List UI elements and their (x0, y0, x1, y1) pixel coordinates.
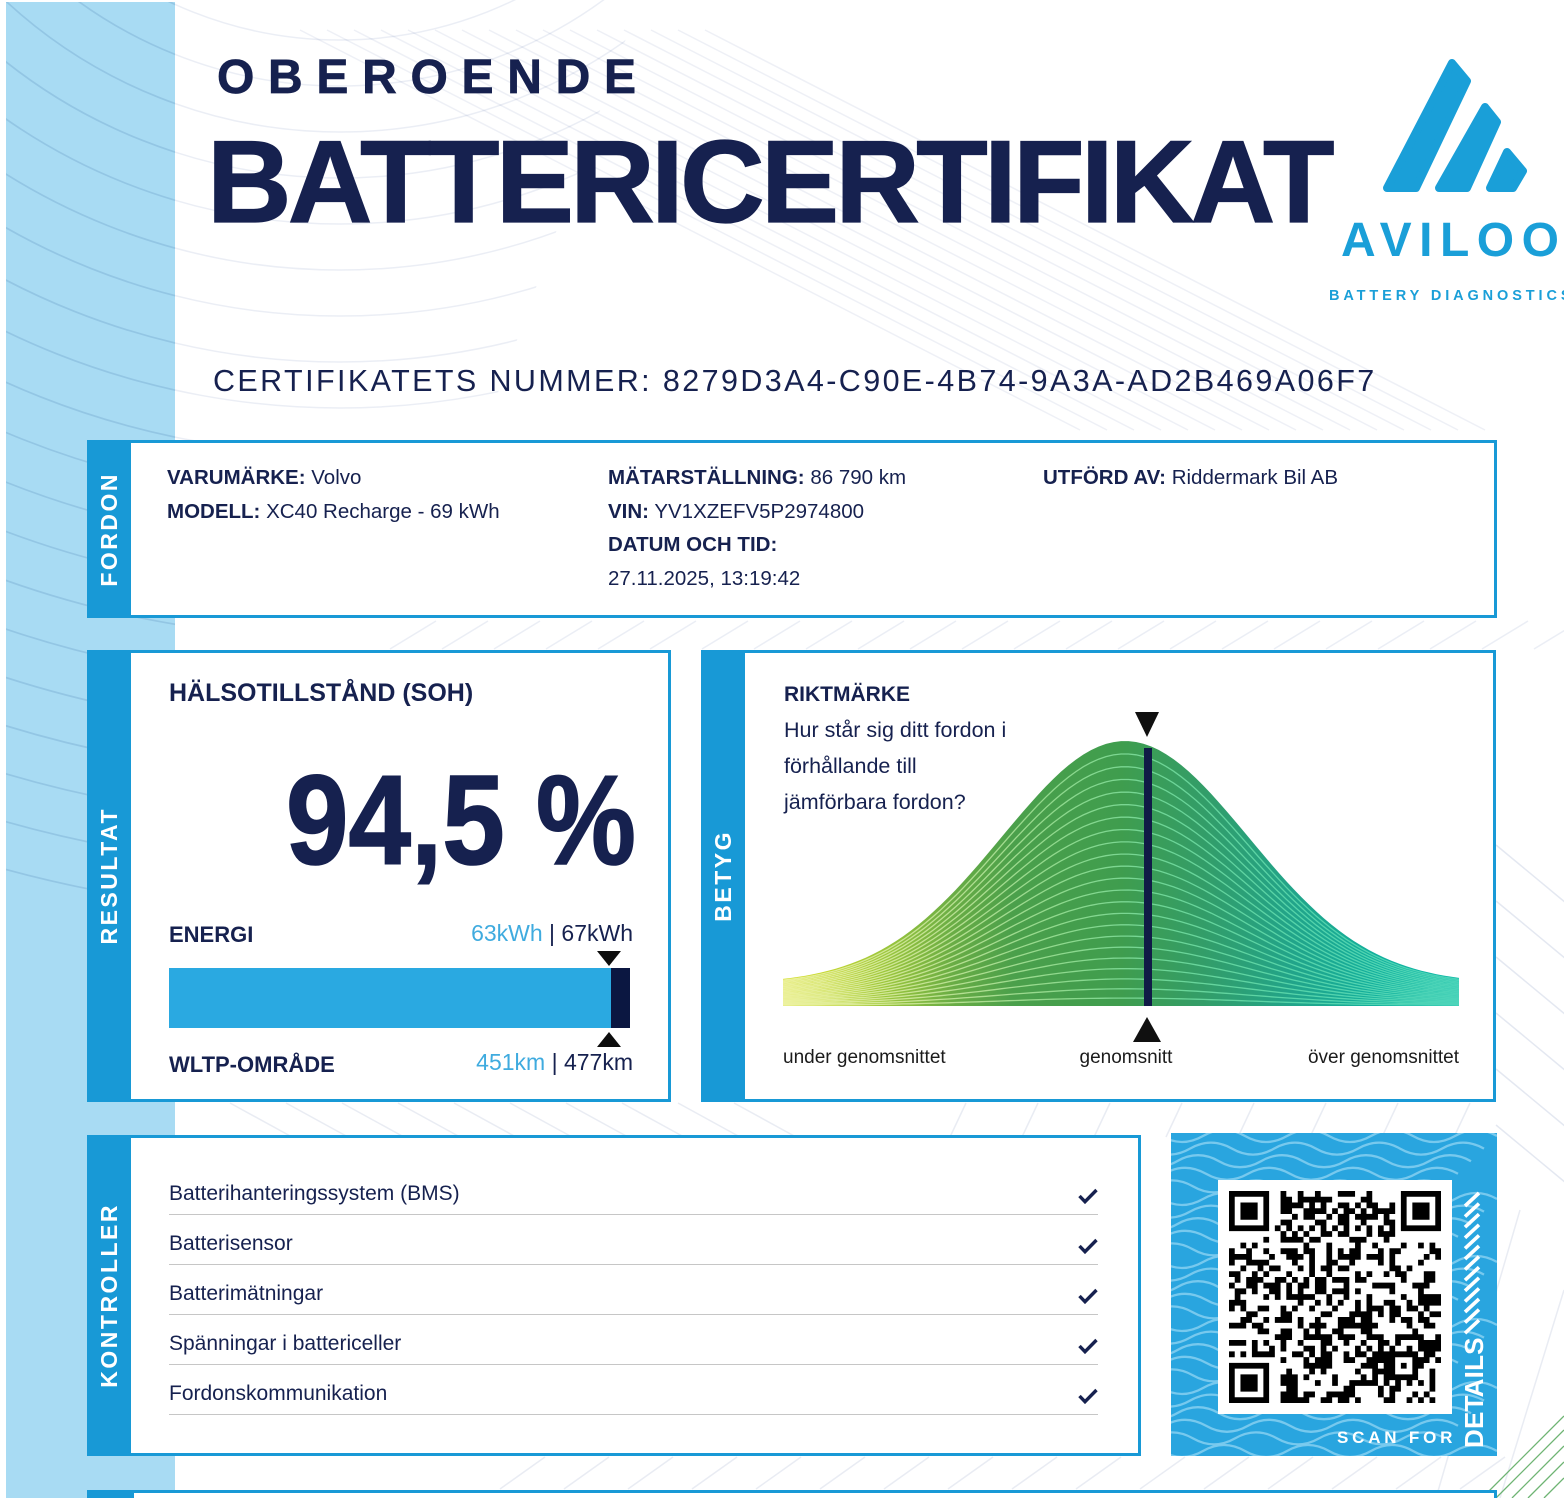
svg-text:SCAN FOR: SCAN FOR (1337, 1428, 1456, 1447)
svg-text:DETAILS: DETAILS (1459, 1337, 1489, 1448)
svg-text:BATTERY DIAGNOSTICS: BATTERY DIAGNOSTICS (1330, 288, 1564, 304)
svg-text:AVILOO: AVILOO (1341, 214, 1564, 267)
